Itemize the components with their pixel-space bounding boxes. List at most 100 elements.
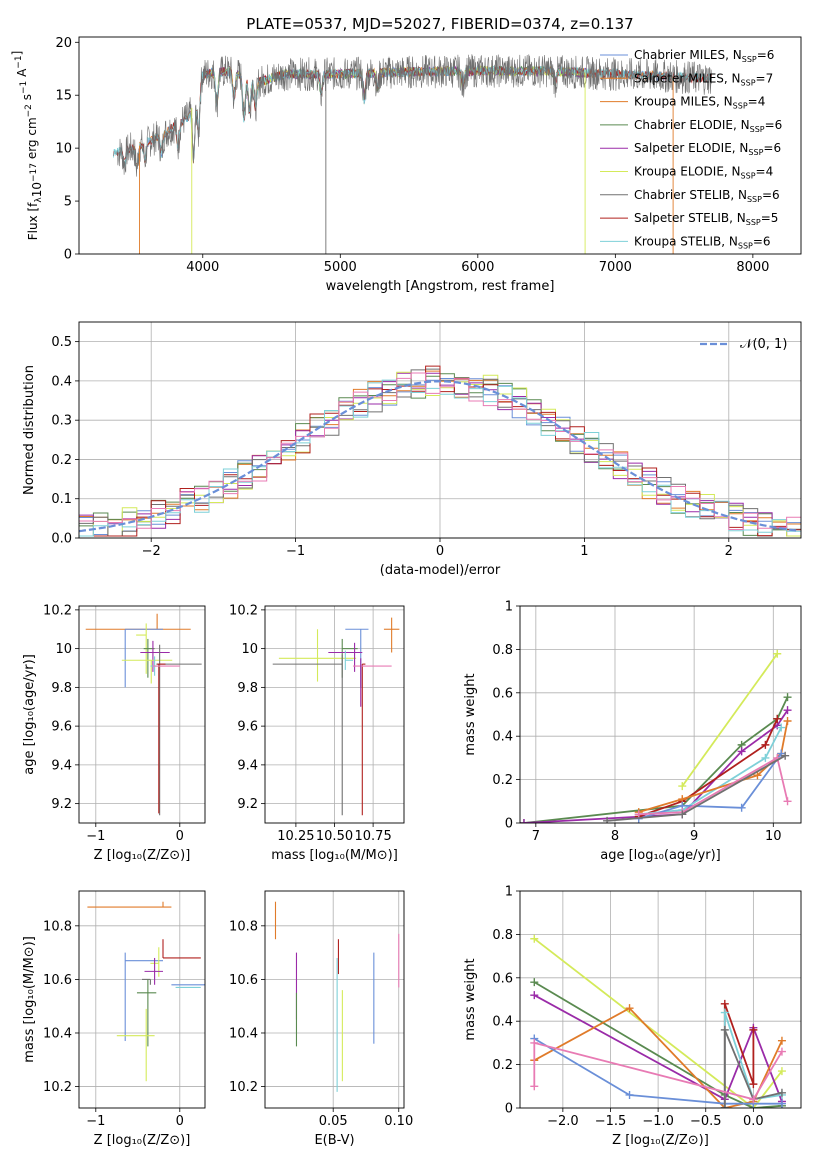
axes-frame xyxy=(78,36,802,255)
point-marker xyxy=(749,1025,758,1034)
y-tick-label: 10.2 xyxy=(43,1080,72,1095)
point-marker xyxy=(761,740,770,749)
legend-label-rest: =6 xyxy=(762,188,780,202)
legend-label-sub: SSP xyxy=(750,125,765,134)
legend-label-sub: SSP xyxy=(748,148,763,157)
point-marker xyxy=(783,717,792,726)
y-tick-label: 0.2 xyxy=(51,453,72,468)
point-marker xyxy=(530,934,539,943)
plot-area-spectrum xyxy=(113,54,712,254)
x-tick-label: 6000 xyxy=(461,260,494,275)
point-marker xyxy=(777,1047,786,1056)
x-axis-label: mass [log₁₀(M/M⊙)] xyxy=(271,848,398,863)
x-tick-label: 8000 xyxy=(736,260,769,275)
y-tick-label: 1 xyxy=(505,600,513,615)
point-marker xyxy=(749,1080,758,1089)
axes-mass_vs_ebv: 0.05 0.10 10.2 10.4 10.6 10.8 E(B-V) xyxy=(229,890,413,1148)
y-tick-label: 10 xyxy=(55,642,72,657)
y-tick-label: 9.8 xyxy=(51,681,72,696)
x-tick-label: 0 xyxy=(176,1114,184,1129)
label-span: Flux [f xyxy=(26,202,40,240)
y-tick-label: 0.2 xyxy=(492,1058,513,1073)
point-marker xyxy=(777,1088,786,1097)
y-tick-label: 0.4 xyxy=(51,374,72,389)
point-marker xyxy=(737,803,746,812)
plot-area-mass_vs_ebv xyxy=(274,901,400,1092)
point-marker xyxy=(777,1036,786,1045)
x-axis-label: E(B-V) xyxy=(314,1133,354,1148)
x-tick-label: −1 xyxy=(86,829,105,844)
y-tick-label: 9.2 xyxy=(51,797,72,812)
y-tick-label: 10.2 xyxy=(229,603,258,618)
legend-label-main: Kroupa ELODIE, N xyxy=(634,165,741,179)
point-marker xyxy=(720,1008,729,1017)
axes-frame xyxy=(264,890,405,1109)
legend-label-rest: =6 xyxy=(757,48,775,62)
point-marker xyxy=(520,819,528,823)
series-line-chabrier_stelib xyxy=(723,1029,783,1108)
axes-mass_weight_vs_age: 7 8 9 10 0 0.2 0.4 0.6 0.8 1 age [log₁₀(age/yr)] ma… xyxy=(463,600,802,863)
series-line-kroupa_elodie xyxy=(681,653,779,787)
x-tick-label: −1.0 xyxy=(642,1114,674,1129)
normal-curve-line xyxy=(79,380,799,533)
x-tick-label: 0.10 xyxy=(384,1114,413,1129)
label-span: −17 xyxy=(29,163,39,182)
plot-area-age_vs_mass xyxy=(272,617,400,816)
x-axis-label: Z [log₁₀(Z/Z⊙)] xyxy=(94,848,191,863)
label-span: −2 xyxy=(24,104,34,117)
label-span: 10 xyxy=(30,182,44,197)
point-marker xyxy=(781,751,790,760)
point-marker xyxy=(625,1004,634,1013)
point-marker xyxy=(678,810,687,819)
axes-mass_vs_Z: −1 0 10.2 10.4 10.6 10.8 Z [log₁₀(Z/Z⊙)] mass [… xyxy=(22,890,206,1148)
x-tick-label: 0 xyxy=(436,544,444,559)
point-marker xyxy=(777,1099,786,1108)
y-tick-label: 0 xyxy=(505,1102,513,1117)
point-marker xyxy=(603,816,612,823)
legend-label-sub: SSP xyxy=(738,241,753,250)
x-tick-label: 10.75 xyxy=(355,829,392,844)
y-tick-label: 0.4 xyxy=(492,1015,513,1030)
x-tick-label: 5000 xyxy=(324,260,357,275)
y-tick-label: 0.1 xyxy=(51,492,72,507)
legend-label: Salpeter MILES, NSSP=7 xyxy=(634,71,773,87)
axes-frame xyxy=(78,605,206,824)
figure-title: PLATE=0537, MJD=52027, FIBERID=0374, z=0… xyxy=(246,15,633,33)
legend-label-main: Chabrier ELODIE, N xyxy=(634,118,750,132)
x-tick-label: 0 xyxy=(176,829,184,844)
axes-residuals: −2 −1 0 1 2 0.0 0.1 0.2 0.3 0.4 0.5 (data-model)/er… xyxy=(22,321,802,578)
plot-area-residuals xyxy=(79,365,801,537)
y-tick-label: 9.2 xyxy=(237,797,258,812)
x-tick-label: 2 xyxy=(725,544,733,559)
series-line-salpeter_stelib xyxy=(638,718,779,818)
axes-frame xyxy=(78,321,802,539)
label-span: A xyxy=(15,68,29,81)
legend-label-sub: SSP xyxy=(746,218,761,227)
legend-label: Chabrier ELODIE, NSSP=6 xyxy=(634,118,782,134)
y-tick-label: 9.6 xyxy=(51,720,72,735)
y-tick-label: 10.4 xyxy=(229,1026,258,1041)
series-line-kroupa_elodie xyxy=(533,937,783,1108)
y-tick-label: 0.2 xyxy=(492,773,513,788)
y-tick-label: 0.5 xyxy=(51,335,72,350)
legend-label-sub: SSP xyxy=(733,102,748,111)
x-axis-label: age [log₁₀(age/yr)] xyxy=(600,848,721,863)
y-tick-label: 9.4 xyxy=(51,758,72,773)
y-tick-label: 0.0 xyxy=(51,532,72,547)
x-tick-label: 4000 xyxy=(186,260,219,275)
y-tick-label: 0.4 xyxy=(492,730,513,745)
y-tick-label: 0.6 xyxy=(492,686,513,701)
axes-frame xyxy=(519,605,802,824)
y-axis-label: mass weight xyxy=(463,958,478,1040)
point-marker xyxy=(777,723,786,732)
legend-label-main: Chabrier MILES, N xyxy=(634,48,742,62)
series-line-extra_pink xyxy=(638,756,789,816)
x-tick-label: 0.05 xyxy=(319,1114,348,1129)
point-marker xyxy=(625,1090,634,1099)
point-marker xyxy=(783,693,792,702)
y-tick-label: 10.8 xyxy=(43,919,72,934)
point-marker xyxy=(753,771,762,780)
legend-label-rest: =4 xyxy=(756,165,774,179)
series-line-extra_pink xyxy=(533,1041,783,1101)
legend-label: Kroupa ELODIE, NSSP=4 xyxy=(634,165,773,181)
